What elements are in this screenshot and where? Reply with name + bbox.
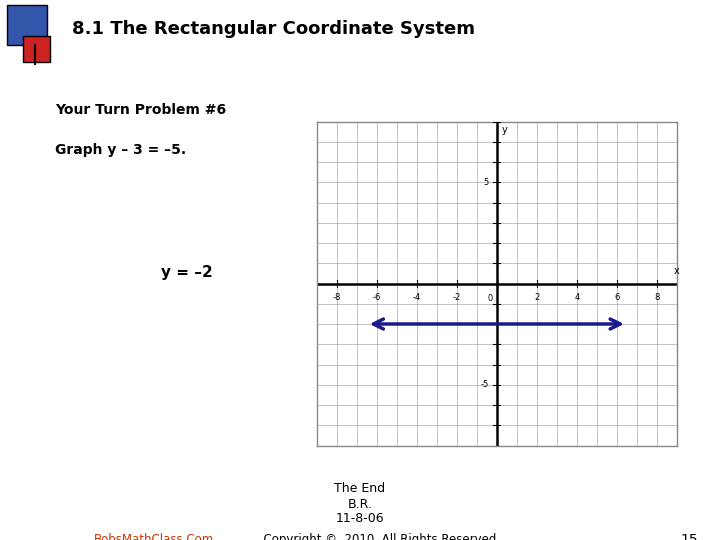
Text: -2: -2 <box>453 293 461 302</box>
Text: 4: 4 <box>574 293 580 302</box>
Text: Copyright ©  2010  All Rights Reserved.: Copyright © 2010 All Rights Reserved. <box>256 533 500 540</box>
Text: -8: -8 <box>333 293 341 302</box>
Text: Your Turn Problem #6: Your Turn Problem #6 <box>55 103 226 117</box>
Text: y = –2: y = –2 <box>161 265 213 280</box>
Text: 0: 0 <box>487 294 492 302</box>
FancyBboxPatch shape <box>23 36 50 62</box>
Text: 5: 5 <box>484 178 489 187</box>
Text: 15: 15 <box>681 533 698 540</box>
Text: -6: -6 <box>373 293 381 302</box>
Text: The End: The End <box>334 482 386 495</box>
Text: -4: -4 <box>413 293 421 302</box>
Text: 6: 6 <box>614 293 619 302</box>
Text: B.R.: B.R. <box>348 498 372 511</box>
Text: 8: 8 <box>654 293 660 302</box>
Text: y: y <box>502 125 508 134</box>
FancyBboxPatch shape <box>7 5 47 45</box>
Text: BobsMathClass.Com: BobsMathClass.Com <box>94 533 214 540</box>
Text: -5: -5 <box>480 380 489 389</box>
Text: x: x <box>674 266 680 276</box>
Text: 8.1 The Rectangular Coordinate System: 8.1 The Rectangular Coordinate System <box>72 20 475 38</box>
Text: 11-8-06: 11-8-06 <box>336 512 384 525</box>
Text: Graph y – 3 = –5.: Graph y – 3 = –5. <box>55 143 186 157</box>
Text: 2: 2 <box>534 293 539 302</box>
